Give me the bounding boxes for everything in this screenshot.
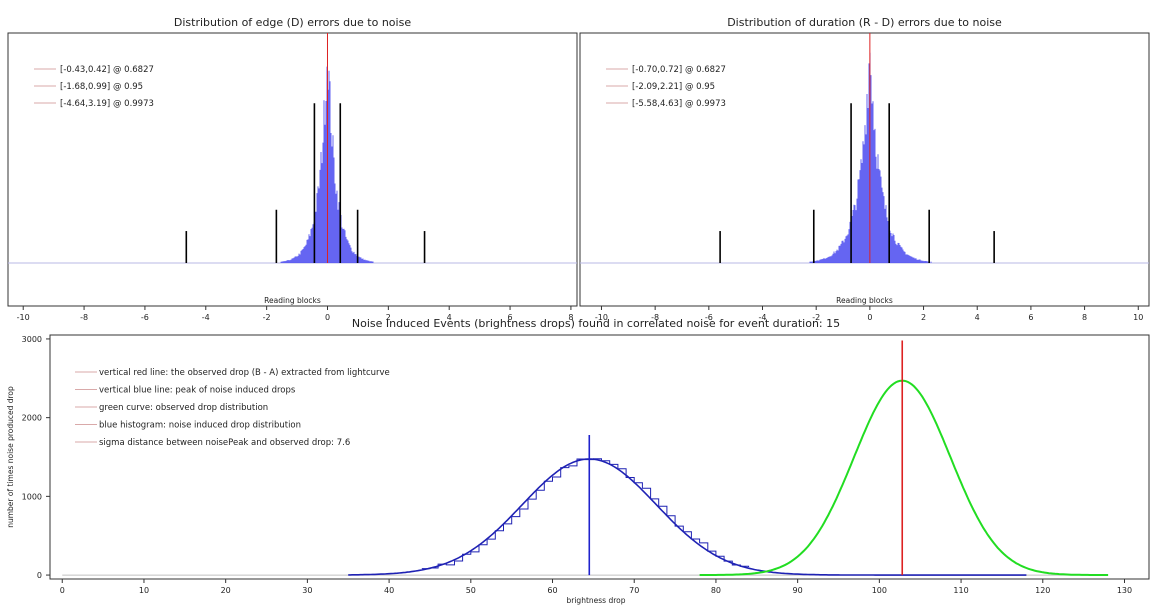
y-tick-label: 2000 (22, 414, 42, 423)
x-tick-label: 4 (447, 313, 452, 322)
legend-entry-1: vertical red line: the observed drop (B … (99, 368, 390, 378)
observed-drop-curve (699, 379, 1109, 576)
x-tick-label: 8 (568, 313, 573, 322)
x-tick-label: 100 (872, 586, 887, 595)
legend-entry-3: [-5.58,4.63] @ 0.9973 (632, 99, 726, 109)
x-axis-label: brightness drop (567, 596, 626, 605)
legend: vertical red line: the observed drop (B … (75, 368, 390, 448)
x-tick-label: 0 (867, 313, 872, 322)
legend-entry-2: [-1.68,0.99] @ 0.95 (60, 82, 143, 92)
legend: [-0.70,0.72] @ 0.6827 [-2.09,2.21] @ 0.95… (606, 65, 726, 109)
legend-entry-3: [-4.64,3.19] @ 0.9973 (60, 99, 154, 109)
x-tick-label: 0 (325, 313, 330, 322)
x-tick-label: 10 (139, 586, 149, 595)
x-tick-label: 120 (1035, 586, 1050, 595)
x-tick-label: -6 (705, 313, 713, 322)
x-tick-label: -2 (263, 313, 271, 322)
chart-title: Distribution of duration (R - D) errors … (727, 16, 1002, 29)
histogram (809, 52, 932, 263)
x-tick-label: 2 (921, 313, 926, 322)
y-axis-label: number of times noise produced drop (6, 386, 15, 528)
legend: [-0.43,0.42] @ 0.6827 [-1.68,0.99] @ 0.95… (34, 65, 154, 109)
x-tick-label: 130 (1117, 586, 1132, 595)
x-tick-label: 40 (384, 586, 394, 595)
x-tick-label: -2 (812, 313, 820, 322)
x-tick-label: -8 (651, 313, 659, 322)
panel-duration-errors: Distribution of duration (R - D) errors … (579, 16, 1150, 322)
x-tick-label: -10 (595, 313, 608, 322)
legend-entry-1: [-0.43,0.42] @ 0.6827 (60, 65, 154, 75)
x-tick-label: -4 (759, 313, 767, 322)
x-tick-label: -8 (80, 313, 88, 322)
x-tick-label: 30 (302, 586, 312, 595)
legend-entry-1: [-0.70,0.72] @ 0.6827 (632, 65, 726, 75)
x-tick-label: -4 (202, 313, 210, 322)
x-tick-label: 0 (60, 586, 65, 595)
x-tick-label: 110 (953, 586, 968, 595)
plot-frame (49, 334, 1150, 580)
legend-entry-4: blue histogram: noise induced drop distr… (99, 421, 301, 431)
x-tick-label: 4 (975, 313, 980, 322)
x-tick-label: 20 (221, 586, 231, 595)
x-axis-label: Reading blocks (836, 296, 893, 305)
chart-title: Distribution of edge (D) errors due to n… (174, 16, 411, 29)
x-tick-label: 6 (508, 313, 513, 322)
x-tick-label: 6 (1028, 313, 1033, 322)
histogram (280, 66, 374, 263)
legend-entry-2: vertical blue line: peak of noise induce… (99, 386, 296, 396)
panel-edge-errors: Distribution of edge (D) errors due to n… (7, 16, 578, 322)
x-tick-label: 50 (466, 586, 476, 595)
y-tick-label: 3000 (22, 335, 42, 344)
plot-frame (7, 32, 578, 307)
x-tick-label: -10 (17, 313, 30, 322)
x-tick-label: 2 (386, 313, 391, 322)
x-axis-label: Reading blocks (264, 296, 321, 305)
y-tick-label: 1000 (22, 492, 42, 501)
noise-histogram-steps (421, 458, 750, 570)
chart-title: Noise Induced Events (brightness drops) … (352, 317, 840, 330)
legend-entry-3: green curve: observed drop distribution (99, 403, 268, 413)
x-tick-label: 8 (1082, 313, 1087, 322)
panel-noise-events: Noise Induced Events (brightness drops) … (6, 317, 1150, 605)
x-tick-label: 80 (711, 586, 721, 595)
noise-distribution-curve (348, 458, 1027, 576)
legend-entry-5: sigma distance between noisePeak and obs… (99, 438, 350, 448)
x-tick-label: -6 (141, 313, 149, 322)
x-tick-label: 60 (547, 586, 557, 595)
x-tick-label: 70 (629, 586, 639, 595)
plot-frame (579, 32, 1150, 307)
legend-entry-2: [-2.09,2.21] @ 0.95 (632, 82, 715, 92)
y-tick-label: 0 (37, 571, 42, 580)
x-tick-label: 90 (793, 586, 803, 595)
x-tick-label: 10 (1133, 313, 1143, 322)
